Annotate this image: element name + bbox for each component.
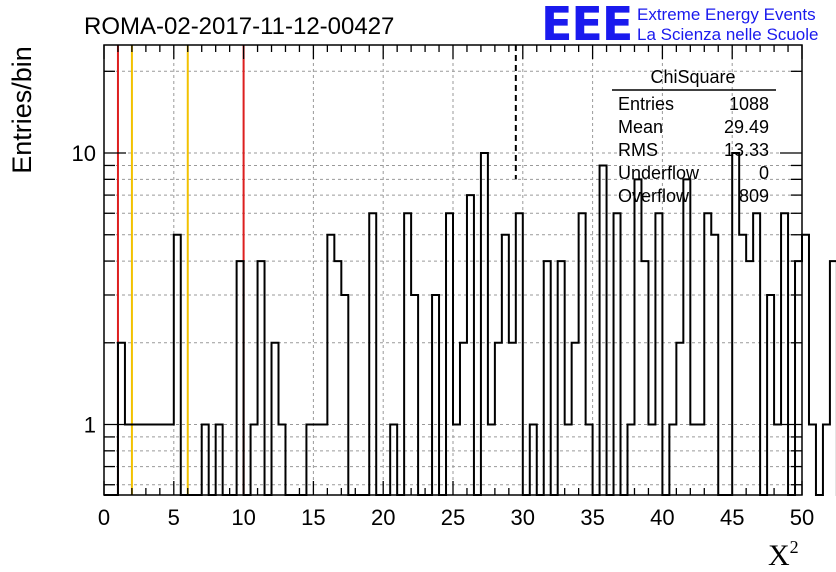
y-tick-label: 1 <box>84 413 96 438</box>
stats-value: 1088 <box>729 94 769 114</box>
tick-labels: 0 5 10 15 20 25 30 35 40 45 50 1 10 <box>72 141 815 530</box>
stats-value: 29.49 <box>724 117 769 137</box>
y-axis-label: Entries/bin <box>7 46 37 174</box>
x-tick-label: 35 <box>580 505 604 530</box>
run-title: ROMA-02-2017-11-12-00427 <box>84 13 394 40</box>
x-tick-label: 15 <box>301 505 325 530</box>
stats-label: RMS <box>618 140 658 160</box>
logo-line-2: La Scienza nelle Scuole <box>637 25 818 44</box>
x-axis-label: X2 <box>768 537 799 572</box>
x-tick-label: 20 <box>371 505 395 530</box>
x-tick-label: 40 <box>650 505 674 530</box>
stats-label: Entries <box>618 94 674 114</box>
x-tick-label: 25 <box>441 505 465 530</box>
stats-box: ChiSquare Entries 1088 Mean 29.49 RMS 13.33 Un… <box>612 67 776 206</box>
marker-lines <box>116 45 517 495</box>
plot-frame <box>103 44 803 496</box>
axis-ticks <box>103 45 803 495</box>
stats-value: 809 <box>739 186 769 206</box>
stats-label: Underflow <box>618 163 700 183</box>
stats-value: 0 <box>759 163 769 183</box>
x-tick-label: 30 <box>511 505 535 530</box>
eee-logo: EEE <box>541 0 632 51</box>
x-tick-label: 10 <box>231 505 255 530</box>
y-tick-label: 10 <box>72 141 96 166</box>
stats-title: ChiSquare <box>650 67 735 87</box>
x-tick-label: 50 <box>790 505 814 530</box>
histogram-line <box>104 152 836 496</box>
logo-line-1: Extreme Energy Events <box>637 5 816 24</box>
x-tick-label: 45 <box>720 505 744 530</box>
x-tick-label: 0 <box>98 505 110 530</box>
stats-label: Overflow <box>618 186 690 206</box>
stats-value: 13.33 <box>724 140 769 160</box>
stats-label: Mean <box>618 117 663 137</box>
x-tick-label: 5 <box>168 505 180 530</box>
